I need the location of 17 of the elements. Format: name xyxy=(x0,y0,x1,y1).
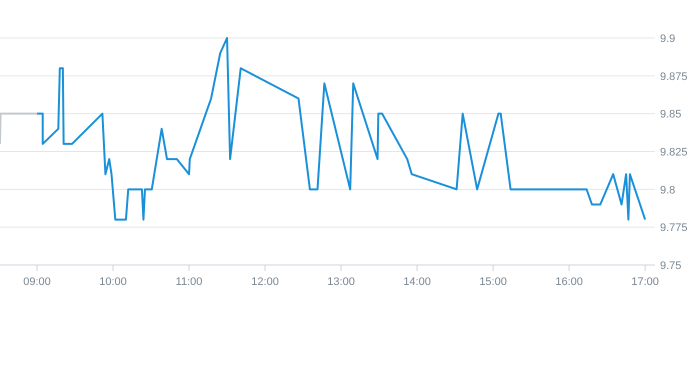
y-tick-label: 9.85 xyxy=(660,108,682,121)
x-tick-label: 13:00 xyxy=(327,276,355,288)
x-tick-label: 11:00 xyxy=(176,276,202,288)
y-tick-label: 9.75 xyxy=(660,260,682,272)
line-series xyxy=(36,37,646,221)
y-tick-label: 9.825 xyxy=(660,146,688,158)
y-tick-label: 9.875 xyxy=(660,70,688,83)
x-tick-label: 16:00 xyxy=(555,276,583,288)
y-tick-label: 9.775 xyxy=(660,222,688,234)
x-tick-label: 14:00 xyxy=(403,276,431,288)
x-tick-label: 12:00 xyxy=(251,276,279,288)
x-tick-label: 17:00 xyxy=(631,276,659,288)
y-tick-label: 9.8 xyxy=(660,184,676,196)
x-tick-label: 09:00 xyxy=(23,276,51,288)
x-tick-label: 10:00 xyxy=(99,276,127,288)
x-tick-label: 15:00 xyxy=(479,276,507,288)
y-tick-label: 9.9 xyxy=(660,33,676,45)
